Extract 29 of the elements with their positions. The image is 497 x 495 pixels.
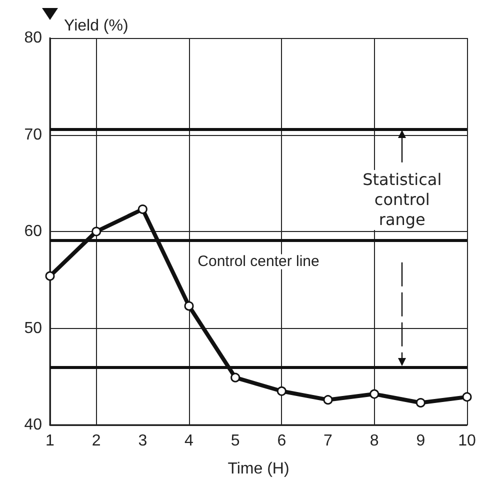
annotation: Statistical control range [352, 170, 452, 230]
point [138, 204, 148, 214]
x-tick-label: 4 [184, 432, 194, 450]
x-tick-label: 5 [230, 432, 240, 450]
point [92, 226, 102, 236]
y-tick-label: 60 [24, 223, 42, 240]
point [45, 271, 55, 281]
x-tick-label: 8 [370, 432, 379, 450]
point [462, 392, 472, 402]
point [323, 395, 333, 405]
point [416, 398, 426, 408]
x-tick-label: 2 [92, 432, 101, 450]
point [184, 301, 194, 311]
x-axis-title: Time (H) [228, 460, 290, 478]
point [276, 386, 286, 396]
y-axis-title: Yield (%) [64, 18, 128, 34]
y-tick-label: 70 [24, 126, 42, 144]
x-tick-label: 6 [277, 432, 286, 450]
x-tick-label: 7 [324, 432, 333, 450]
point [230, 372, 240, 382]
point [370, 389, 380, 399]
ref-line-label: Control center line [198, 253, 320, 270]
x-tick-label: 10 [458, 432, 476, 450]
y-tick-label: 50 [24, 320, 42, 337]
x-tick-label: 9 [416, 432, 426, 450]
x-tick-label: 1 [46, 432, 55, 450]
x-tick-label: 3 [138, 432, 148, 450]
y-tick-label: 40 [24, 416, 42, 434]
y-tick-label: 80 [24, 30, 42, 46]
